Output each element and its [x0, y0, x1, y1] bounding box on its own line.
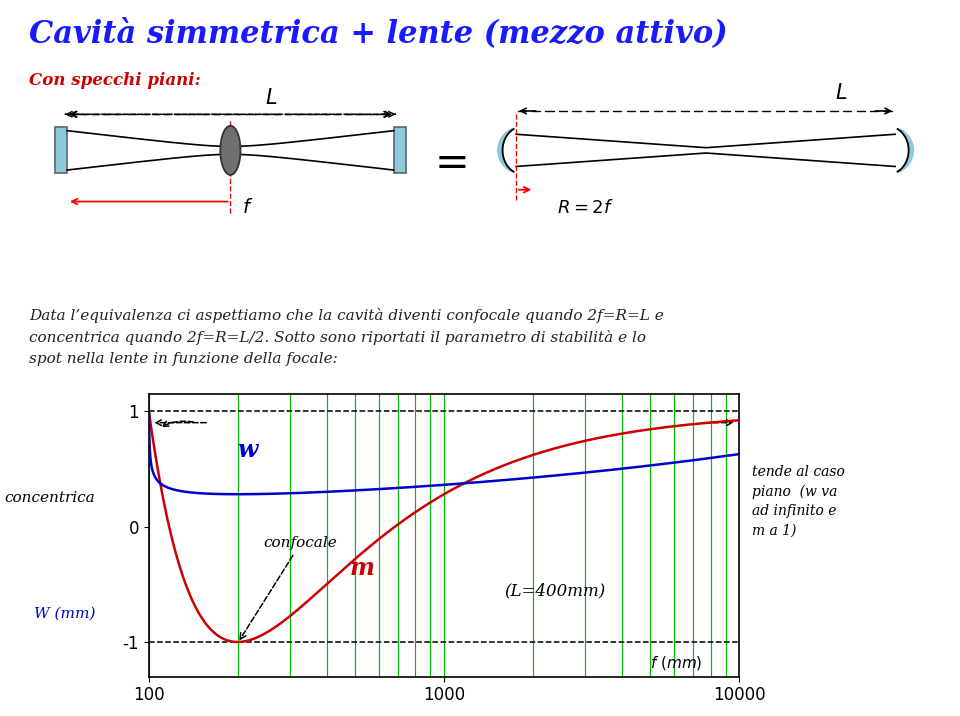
- Text: w: w: [238, 438, 258, 463]
- Text: $L$: $L$: [265, 88, 276, 108]
- Text: $R = 2f$: $R = 2f$: [557, 199, 613, 217]
- Text: $f\ (mm)$: $f\ (mm)$: [650, 654, 703, 672]
- FancyBboxPatch shape: [55, 127, 67, 173]
- Text: $L$: $L$: [835, 83, 847, 103]
- Text: W (mm): W (mm): [34, 606, 95, 621]
- Text: concentrica: concentrica: [5, 490, 96, 505]
- Polygon shape: [498, 129, 514, 172]
- Ellipse shape: [220, 126, 240, 175]
- Text: Con specchi piani:: Con specchi piani:: [29, 72, 201, 89]
- FancyBboxPatch shape: [394, 127, 406, 173]
- Text: Data l’equivalenza ci aspettiamo che la cavità diventi confocale quando 2f=R=L e: Data l’equivalenza ci aspettiamo che la …: [29, 308, 663, 366]
- Text: $f$: $f$: [243, 198, 253, 217]
- Text: $=$: $=$: [426, 140, 467, 182]
- Polygon shape: [898, 129, 913, 172]
- Text: m: m: [349, 556, 375, 580]
- Text: confocale: confocale: [240, 536, 337, 639]
- Text: (L=400mm): (L=400mm): [504, 583, 606, 600]
- Text: Cavità simmetrica + lente (mezzo attivo): Cavità simmetrica + lente (mezzo attivo): [29, 18, 728, 49]
- Text: tende al caso
piano  (w va
ad infinito e
m a 1): tende al caso piano (w va ad infinito e …: [752, 465, 845, 538]
